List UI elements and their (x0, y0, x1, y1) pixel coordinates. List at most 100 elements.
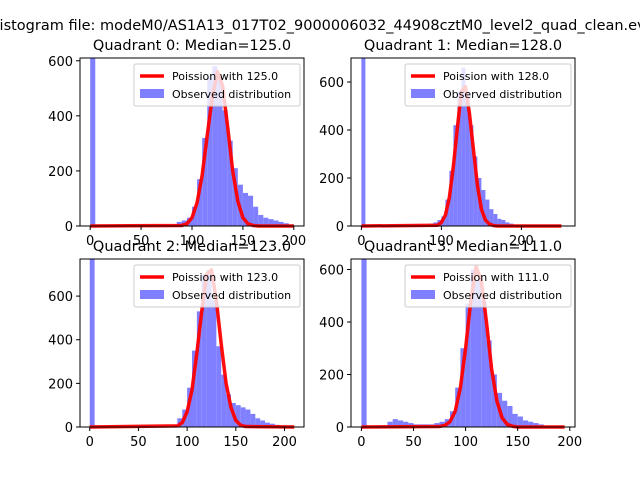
histogram-bar (505, 222, 510, 226)
legend: Poission with 111.0 Observed distribution (404, 264, 572, 308)
subplot-quadrant-3: Quadrant 3: Median=111.0 0 50 100 150 200 0 20… (319, 239, 582, 450)
histogram-bar (397, 420, 404, 427)
histogram-bar (501, 220, 506, 226)
histogram-bar (502, 400, 508, 427)
y-tick-label: 0 (65, 220, 73, 235)
histogram-bar (481, 301, 487, 427)
legend-label-poisson: Poission with 111.0 (443, 271, 549, 284)
histogram-bar (453, 125, 458, 226)
histogram-bar (278, 221, 284, 226)
histogram-bar (216, 346, 222, 427)
histogram-bar (217, 77, 223, 226)
histogram-bar (226, 394, 231, 427)
figure-suptitle: Histogram file: modeM0/AS1A13_017T02_900… (0, 18, 640, 34)
histogram-bar (449, 170, 454, 226)
x-tick-label: 100 (180, 234, 205, 249)
histogram-bar (89, 259, 95, 427)
histogram-bar (263, 217, 269, 226)
histogram-bar (211, 300, 217, 427)
histogram-bar (361, 58, 366, 226)
histogram-bar (197, 179, 203, 226)
legend-label-observed: Observed distribution (172, 88, 291, 101)
legend: Poission with 123.0 Observed distribution (133, 264, 301, 308)
legend-hist-swatch (140, 290, 164, 299)
histogram-bar (212, 66, 218, 226)
histogram-bar (392, 419, 398, 427)
histogram-bar (201, 274, 207, 427)
legend-hist-swatch (411, 290, 435, 299)
histogram-bar (403, 421, 409, 427)
histogram-bar (522, 420, 529, 427)
histogram-bar (491, 374, 497, 427)
histogram-bar (486, 340, 492, 427)
subplot-quadrant-0: Quadrant 0: Median=125.0 0 50 100 150 200 0 20… (48, 38, 306, 249)
legend-label-observed: Observed distribution (443, 289, 562, 302)
x-tick-label: 200 (272, 435, 297, 450)
histogram-bar (457, 91, 462, 226)
y-tick-label: 200 (319, 172, 344, 187)
histogram-bar (260, 420, 266, 427)
legend-hist-swatch (140, 89, 164, 98)
y-tick-label: 200 (319, 369, 344, 384)
subplot-quadrant-1: Quadrant 1: Median=128.0 0 100 200 0 200 400 6… (319, 38, 576, 249)
histogram-bar (489, 209, 494, 226)
subplot-title: Quadrant 0: Median=125.0 (93, 38, 291, 54)
x-tick-label: 50 (130, 435, 147, 450)
histogram-bar (361, 259, 367, 427)
histogram-bar (268, 219, 274, 226)
y-tick-label: 400 (48, 110, 73, 125)
histogram-bar (232, 168, 238, 226)
x-tick-label: 100 (175, 435, 200, 450)
x-tick-label: 150 (505, 435, 530, 450)
histogram-bar (485, 199, 490, 226)
histogram-bar (192, 350, 197, 427)
x-tick-label: 0 (86, 234, 94, 249)
legend: Poission with 125.0 Observed distribution (133, 63, 301, 107)
histogram-bar (473, 156, 478, 226)
legend-box (133, 63, 301, 107)
y-tick-label: 0 (336, 220, 344, 235)
histogram-bar (461, 67, 466, 226)
histogram-bar (507, 406, 513, 427)
histogram-bar (469, 125, 474, 226)
histogram-bar (493, 214, 498, 226)
histogram-bar (206, 269, 212, 427)
legend-box (404, 264, 572, 308)
histogram-bar (517, 416, 523, 427)
y-tick-label: 400 (319, 316, 344, 331)
histogram-bar (250, 413, 256, 427)
x-tick-label: 150 (230, 234, 255, 249)
x-tick-label: 0 (86, 435, 94, 450)
y-tick-label: 600 (48, 55, 73, 70)
y-tick-label: 0 (336, 421, 344, 436)
y-tick-label: 600 (48, 290, 73, 305)
histogram-bar (196, 311, 202, 427)
legend-box (133, 264, 301, 308)
legend-hist-swatch (411, 89, 435, 98)
y-tick-label: 400 (319, 124, 344, 139)
y-tick-label: 200 (48, 165, 73, 180)
legend: Poission with 128.0 Observed distribution (404, 63, 572, 107)
histogram-bar (533, 423, 539, 427)
histogram-bar (240, 407, 246, 427)
x-tick-label: 100 (429, 234, 454, 249)
histogram-bar (481, 190, 486, 226)
histogram-bar (255, 418, 261, 427)
y-tick-label: 600 (319, 264, 344, 279)
x-tick-label: 100 (453, 435, 478, 450)
legend-label-poisson: Poission with 123.0 (172, 271, 278, 284)
plot-frame (79, 258, 305, 428)
histogram-bar (222, 110, 228, 226)
histogram-bar (207, 77, 213, 226)
subplot-title: Quadrant 3: Median=111.0 (364, 239, 562, 255)
y-tick-label: 400 (48, 334, 73, 349)
x-tick-label: 50 (405, 435, 422, 450)
x-tick-label: 0 (357, 234, 365, 249)
histogram-bar (235, 405, 241, 427)
histogram-bar (202, 137, 208, 226)
subplot-quadrant-2: Quadrant 2: Median=123.0 0 50 100 150 200 0 20… (48, 239, 305, 450)
histogram-bar (460, 348, 466, 427)
histogram-bar (248, 195, 254, 226)
histogram-bar (221, 374, 227, 427)
